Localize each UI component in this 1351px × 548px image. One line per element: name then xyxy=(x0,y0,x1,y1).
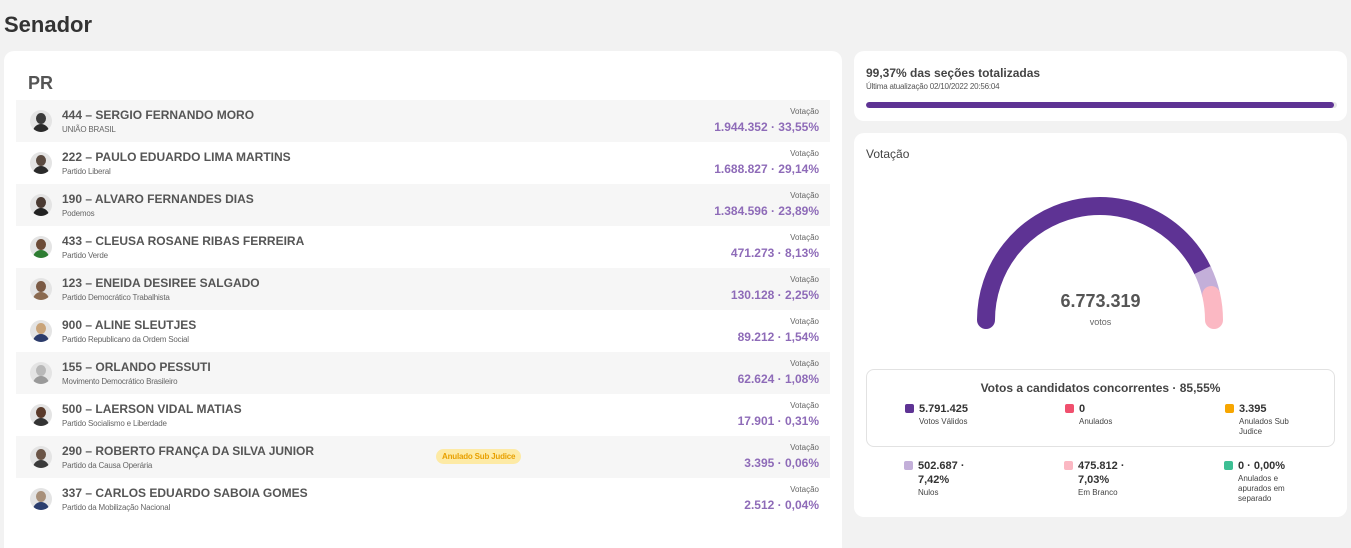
votes-label: Votação xyxy=(790,275,819,284)
candidate-name: 433 – CLEUSA ROSANE RIBAS FERREIRA xyxy=(62,234,305,248)
candidate-avatar xyxy=(30,362,52,384)
votes-label: Votação xyxy=(790,359,819,368)
gauge-arc-valid xyxy=(977,197,1212,329)
votes-value: 3.395 · 0,06% xyxy=(744,456,819,470)
legend-swatch xyxy=(1224,461,1233,470)
candidate-party: Partido da Causa Operária xyxy=(62,461,153,470)
candidate-avatar xyxy=(30,194,52,216)
votes-value: 17.901 · 0,31% xyxy=(737,414,819,428)
candidate-row[interactable]: 900 – ALINE SLEUTJES Partido Republicano… xyxy=(16,310,830,352)
votes-value: 2.512 · 0,04% xyxy=(744,498,819,512)
votes-label: Votação xyxy=(790,191,819,200)
status-badge: Anulado Sub Judice xyxy=(436,449,522,464)
vote-gauge xyxy=(977,197,1223,329)
candidate-row[interactable]: 433 – CLEUSA ROSANE RIBAS FERREIRA Parti… xyxy=(16,226,830,268)
votes-value: 471.273 · 8,13% xyxy=(730,246,819,260)
candidate-row[interactable]: 155 – ORLANDO PESSUTI Movimento Democrát… xyxy=(16,352,830,394)
votes-label: Votação xyxy=(790,107,819,116)
votes-label: Votação xyxy=(790,149,819,158)
stat-value: 0 · 0,00% xyxy=(1238,460,1286,472)
candidate-party: Podemos xyxy=(62,209,95,218)
page-title: Senador xyxy=(4,12,93,37)
candidate-avatar xyxy=(30,446,52,468)
candidate-party: Partido Democrático Trabalhista xyxy=(62,293,170,302)
votes-value: 130.128 · 2,25% xyxy=(730,288,819,302)
candidate-row[interactable]: 444 – SERGIO FERNANDO MORO UNIÃO BRASIL … xyxy=(16,100,830,142)
votacao-card: Votação 6.773.319 votos Votos a candidat… xyxy=(854,133,1347,517)
last-update: Última atualização 02/10/2022 20:56:04 xyxy=(866,82,1000,91)
candidate-name: 900 – ALINE SLEUTJES xyxy=(62,318,197,332)
votes-label: Votação xyxy=(790,401,819,410)
stat-label: Anulados xyxy=(1079,417,1113,426)
candidate-party: Partido da Mobilização Nacional xyxy=(62,503,171,512)
stat-label: Votos Válidos xyxy=(919,417,968,426)
legend-swatch xyxy=(1064,461,1073,470)
candidate-avatar xyxy=(30,278,52,300)
stat-value: 3.395 xyxy=(1239,403,1267,415)
candidate-avatar xyxy=(30,488,52,510)
votes-label: Votação xyxy=(790,443,819,452)
progress-fill xyxy=(866,102,1335,108)
candidate-party: Partido Liberal xyxy=(62,167,111,176)
votes-label: Votação xyxy=(790,233,819,242)
stat-value: 5.791.425 xyxy=(919,403,968,415)
candidate-row[interactable]: 190 – ALVARO FERNANDES DIAS Podemos Vota… xyxy=(16,184,830,226)
legend-swatch xyxy=(1225,404,1234,413)
candidate-name: 444 – SERGIO FERNANDO MORO xyxy=(62,108,255,122)
candidate-name: 222 – PAULO EDUARDO LIMA MARTINS xyxy=(62,150,291,164)
candidate-avatar xyxy=(30,236,52,258)
stat-value: 475.812 · 7,03% xyxy=(1078,460,1125,486)
candidate-avatar xyxy=(30,320,52,342)
total-votes-unit: votos xyxy=(1089,317,1112,327)
votes-value: 1.944.352 · 33,55% xyxy=(714,120,819,134)
votes-value: 89.212 · 1,54% xyxy=(737,330,819,344)
concorrentes-title: Votos a candidatos concorrentes · 85,55% xyxy=(980,381,1221,395)
state-label: PR xyxy=(28,73,54,93)
legend-swatch xyxy=(905,404,914,413)
candidate-row[interactable]: 337 – CARLOS EDUARDO SABOIA GOMES Partid… xyxy=(16,478,830,520)
candidate-name: 155 – ORLANDO PESSUTI xyxy=(62,360,211,374)
stat-value: 0 xyxy=(1079,403,1086,415)
votes-value: 1.688.827 · 29,14% xyxy=(714,162,819,176)
candidate-name: 500 – LAERSON VIDAL MATIAS xyxy=(62,402,242,416)
candidate-party: Partido Republicano da Ordem Social xyxy=(62,335,189,344)
candidate-party: Partido Socialismo e Liberdade xyxy=(62,419,167,428)
legend-swatch xyxy=(1065,404,1074,413)
candidate-name: 290 – ROBERTO FRANÇA DA SILVA JUNIOR xyxy=(62,444,315,458)
votes-label: Votação xyxy=(790,317,819,326)
candidate-party: Movimento Democrático Brasileiro xyxy=(62,377,178,386)
votes-label: Votação xyxy=(790,485,819,494)
progress-title: 99,37% das seções totalizadas xyxy=(866,66,1041,80)
stat-label: Anulados Sub Judice xyxy=(1239,417,1289,436)
candidate-row[interactable]: 222 – PAULO EDUARDO LIMA MARTINS Partido… xyxy=(16,142,830,184)
total-votes: 6.773.319 xyxy=(1060,291,1141,311)
votacao-title: Votação xyxy=(866,147,910,161)
gauge-arc-blank xyxy=(1202,286,1223,329)
candidates-card: PR 444 – SERGIO FERNANDO MORO UNIÃO BRAS… xyxy=(4,51,842,548)
candidate-row[interactable]: 123 – ENEIDA DESIREE SALGADO Partido Dem… xyxy=(16,268,830,310)
progress-bar xyxy=(866,102,1337,108)
candidate-party: Partido Verde xyxy=(62,251,108,260)
candidate-name: 123 – ENEIDA DESIREE SALGADO xyxy=(62,276,260,290)
stat-label: Nulos xyxy=(918,488,939,497)
stat-label: Anulados e apurados em separado xyxy=(1238,474,1285,503)
candidate-party: UNIÃO BRASIL xyxy=(62,125,116,134)
votes-value: 1.384.596 · 23,89% xyxy=(714,204,819,218)
progress-card: 99,37% das seções totalizadas Última atu… xyxy=(854,51,1347,121)
candidate-avatar xyxy=(30,110,52,132)
candidate-row[interactable]: 500 – LAERSON VIDAL MATIAS Partido Socia… xyxy=(16,394,830,436)
legend-swatch xyxy=(904,461,913,470)
stat-value: 502.687 · 7,42% xyxy=(918,460,965,486)
votes-value: 62.624 · 1,08% xyxy=(737,372,819,386)
candidate-list: 444 – SERGIO FERNANDO MORO UNIÃO BRASIL … xyxy=(16,100,830,520)
candidate-avatar xyxy=(30,404,52,426)
candidate-name: 190 – ALVARO FERNANDES DIAS xyxy=(62,192,254,206)
stat-label: Em Branco xyxy=(1078,488,1118,497)
concorrentes-box: Votos a candidatos concorrentes · 85,55%… xyxy=(866,369,1335,447)
candidate-row[interactable]: 290 – ROBERTO FRANÇA DA SILVA JUNIOR Par… xyxy=(16,436,830,478)
candidate-name: 337 – CARLOS EDUARDO SABOIA GOMES xyxy=(62,486,308,500)
candidate-avatar xyxy=(30,152,52,174)
